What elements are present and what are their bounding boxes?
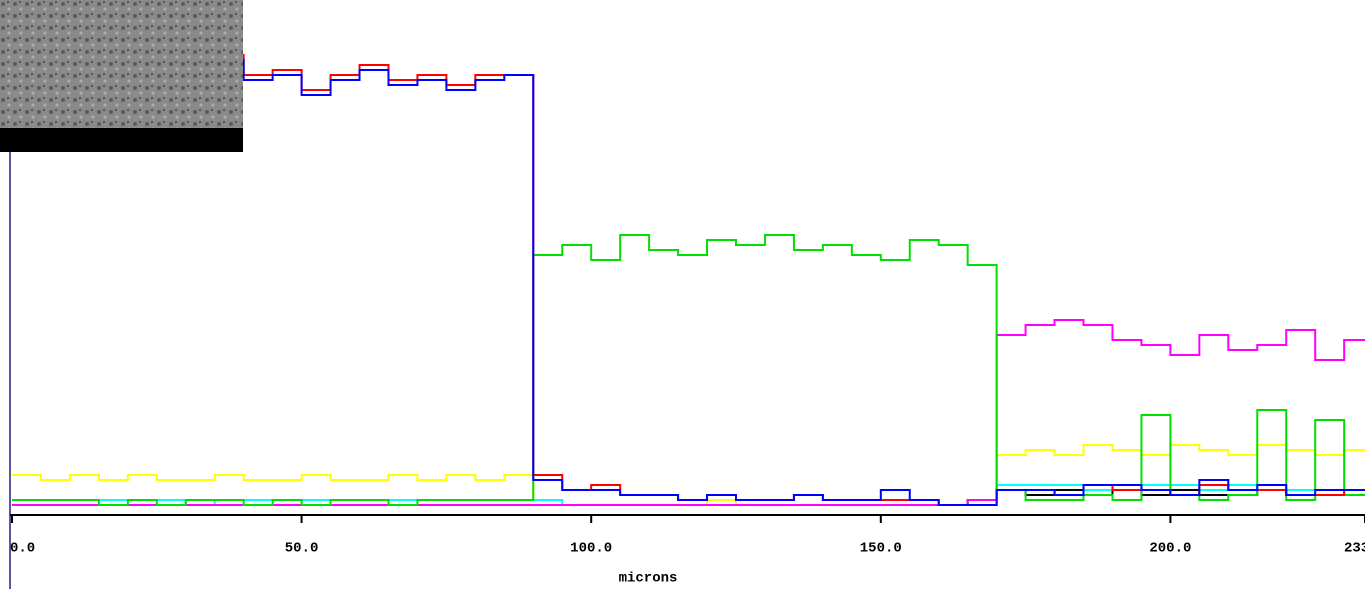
x-tick-label: 100.0: [570, 541, 612, 557]
series-line: [12, 234, 1365, 506]
thumbnail-bar: [0, 128, 243, 152]
x-axis-title: microns: [619, 571, 678, 587]
x-tick-label: 200.0: [1149, 541, 1191, 557]
sem-thumbnail: [0, 0, 243, 130]
x-tick-label: 150.0: [860, 541, 902, 557]
x-tick-label: 50.0: [285, 541, 319, 557]
x-tick-label: 0.0: [10, 541, 35, 557]
x-tick-label: 233.6: [1344, 541, 1365, 557]
